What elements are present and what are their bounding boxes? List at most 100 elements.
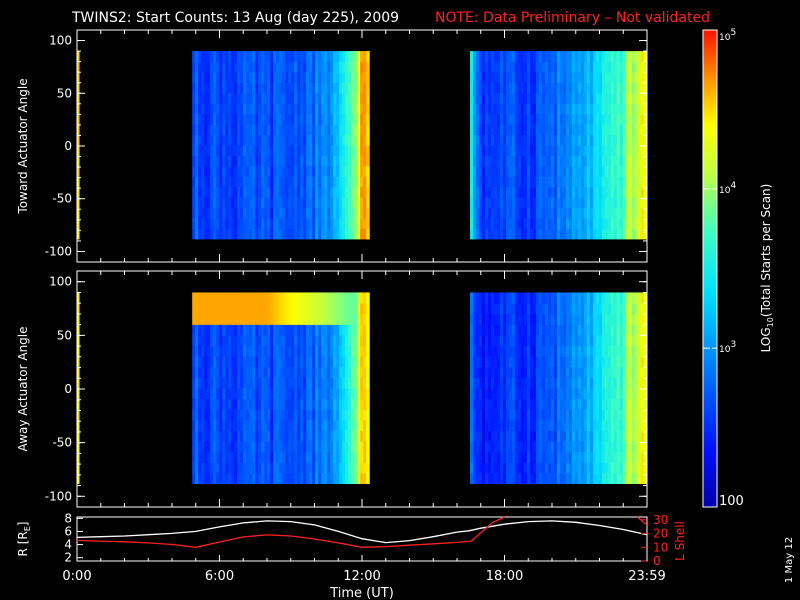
heatmap-cell: [541, 334, 546, 347]
heatmap-cell: [616, 103, 621, 115]
heatmap-cell: [508, 103, 513, 115]
heatmap-cell: [577, 186, 582, 198]
heatmap-cell: [321, 176, 325, 188]
heatmap-cell: [294, 82, 298, 94]
heatmap-cell: [508, 124, 513, 136]
heatmap-cell: [592, 440, 597, 453]
heatmap-cell: [497, 217, 501, 229]
heatmap-cell: [550, 92, 555, 104]
heatmap-cell: [544, 71, 549, 83]
heatmap-cell: [282, 176, 286, 188]
heatmap-cell: [252, 103, 256, 115]
heatmap-cell: [511, 472, 516, 484]
heatmap-cell: [201, 82, 205, 94]
heatmap-cell: [592, 165, 597, 177]
heatmap-cell: [476, 292, 480, 304]
heatmap-cell: [77, 165, 80, 177]
heatmap-cell: [520, 155, 525, 167]
heatmap-cell: [330, 207, 334, 219]
heatmap-cell: [324, 324, 328, 336]
heatmap-cell: [544, 377, 549, 389]
heatmap-cell: [503, 387, 507, 400]
heatmap-cell: [300, 324, 304, 336]
heatmap-cell: [327, 51, 331, 63]
heatmap-cell: [240, 186, 244, 198]
heatmap-cell: [351, 197, 355, 209]
heatmap-cell: [225, 356, 229, 368]
heatmap-cell: [592, 61, 597, 73]
heatmap-cell: [541, 345, 546, 357]
heatmap-cell: [195, 430, 199, 442]
heatmap-cell: [559, 430, 564, 442]
heatmap-cell: [470, 440, 474, 453]
heatmap-cell: [207, 113, 211, 125]
heatmap-cell: [258, 92, 262, 104]
heatmap-cell: [583, 472, 588, 484]
heatmap-cell: [497, 292, 501, 304]
heatmap-cell: [544, 451, 549, 463]
heatmap-cell: [523, 313, 528, 325]
heatmap-cell: [291, 82, 295, 94]
heatmap-cell: [535, 197, 540, 209]
heatmap-cell: [213, 197, 217, 209]
heatmap-cell: [234, 292, 238, 304]
heatmap-cell: [219, 61, 223, 73]
heatmap-cell: [491, 451, 495, 463]
heatmap-cell: [300, 440, 304, 453]
heatmap-cell: [351, 61, 355, 73]
heatmap-cell: [225, 176, 229, 188]
heatmap-cell: [324, 165, 328, 177]
heatmap-cell: [198, 409, 202, 421]
heatmap-cell: [595, 51, 600, 63]
heatmap-cell: [222, 303, 226, 315]
heatmap-cell: [261, 92, 265, 104]
date-stamp: 1 May 12: [784, 537, 795, 583]
heatmap-cell: [595, 113, 600, 125]
heatmap-cell: [514, 366, 519, 378]
heatmap-cell: [213, 345, 217, 357]
heatmap-cell: [333, 462, 337, 474]
heatmap-cell: [297, 144, 301, 156]
heatmap-cell: [568, 398, 573, 410]
heatmap-cell: [357, 451, 361, 463]
heatmap-cell: [514, 197, 519, 209]
heatmap-cell: [231, 186, 235, 198]
heatmap-cell: [571, 292, 576, 304]
heatmap-cell: [279, 334, 283, 347]
heatmap-cell: [607, 186, 612, 198]
heatmap-cell: [616, 440, 621, 453]
heatmap-cell: [267, 92, 271, 104]
heatmap-cell: [288, 144, 292, 156]
heatmap-cell: [610, 61, 615, 73]
heatmap-cell: [261, 356, 265, 368]
heatmap-cell: [592, 324, 597, 336]
heatmap-cell: [204, 387, 208, 400]
heatmap-cell: [544, 334, 549, 347]
heatmap-cell: [237, 409, 241, 421]
heatmap-cell: [312, 82, 316, 94]
heatmap-cell: [634, 51, 639, 63]
heatmap-cell: [604, 462, 609, 474]
heatmap-cell: [559, 51, 564, 63]
heatmap-cell: [303, 228, 307, 240]
heatmap-cell: [330, 409, 334, 421]
heatmap-cell: [318, 462, 322, 474]
heatmap-cell: [523, 144, 528, 156]
heatmap-cell: [634, 134, 639, 146]
heatmap-cell: [473, 366, 477, 378]
heatmap-cell: [571, 113, 576, 125]
heatmap-cell: [192, 292, 196, 304]
heatmap-cell: [631, 377, 636, 389]
heatmap-cell: [276, 292, 280, 304]
heatmap-cell: [312, 462, 316, 474]
heatmap-cell: [473, 313, 477, 325]
heatmap-cell: [601, 134, 606, 146]
heatmap-cell: [222, 366, 226, 378]
heatmap-cell: [601, 165, 606, 177]
heatmap-cell: [285, 165, 289, 177]
heatmap-cell: [589, 217, 594, 229]
heatmap-cell: [535, 398, 540, 410]
heatmap-cell: [485, 313, 489, 325]
heatmap-cell: [568, 430, 573, 442]
heatmap-cell: [357, 377, 361, 389]
